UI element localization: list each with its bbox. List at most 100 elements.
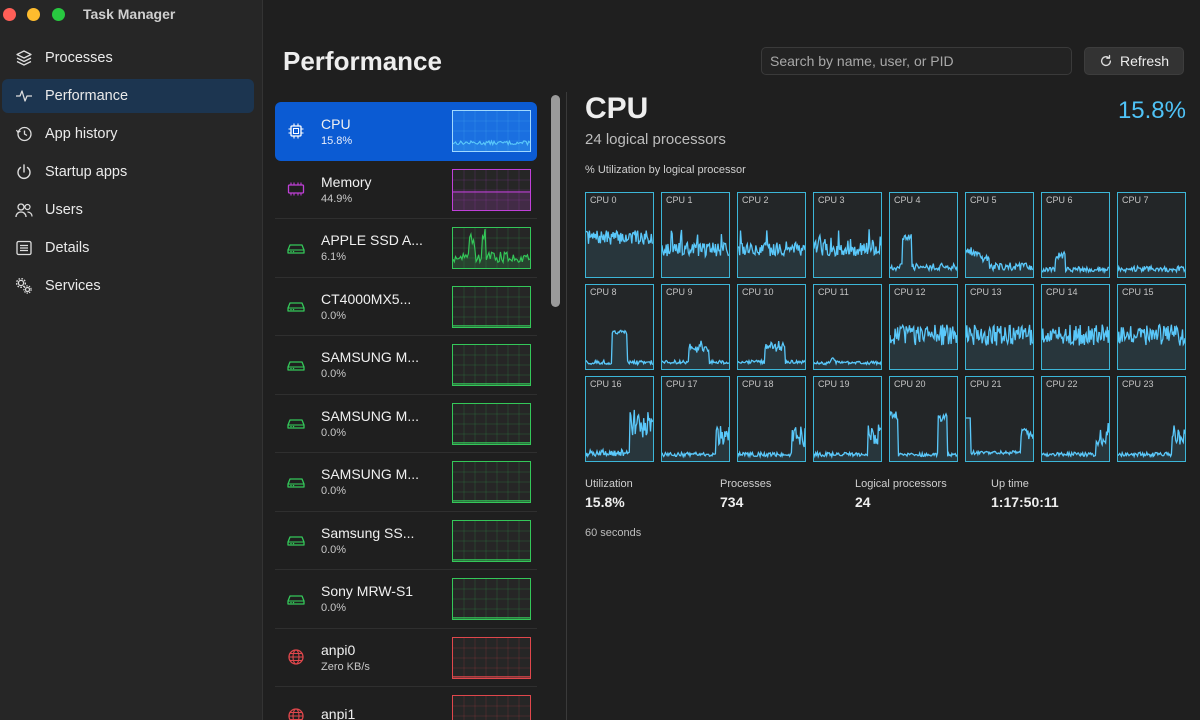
device-item-disk[interactable]: CT4000MX5... 0.0% [275, 278, 537, 336]
stat-label: Processes [720, 478, 772, 490]
stat-utilization: Utilization 15.8% [585, 478, 633, 510]
disk-drive-icon [286, 531, 306, 549]
disk-drive-icon [286, 590, 306, 608]
device-item-disk[interactable]: Sony MRW-S1 0.0% [275, 570, 537, 629]
processor-utilization-line [1042, 250, 1109, 277]
device-name: anpi1 [321, 706, 356, 720]
sparkline [453, 345, 530, 385]
processor-label: CPU 9 [666, 287, 693, 297]
processor-label: CPU 23 [1122, 379, 1154, 389]
device-name: SAMSUNG M... [321, 349, 420, 366]
processor-label: CPU 11 [818, 287, 849, 297]
processor-graph: CPU 1 [661, 192, 730, 278]
device-item-network[interactable]: anpi0 Zero KB/s [275, 629, 537, 687]
gears-icon [14, 276, 34, 296]
search-input[interactable] [761, 47, 1072, 75]
memory-chip-icon [286, 180, 306, 198]
device-thumbnail-graph [452, 461, 531, 503]
sparkline [453, 637, 530, 678]
device-value: 0.0% [321, 368, 347, 381]
sidebar-item-performance[interactable]: Performance [2, 79, 254, 113]
device-item-disk[interactable]: SAMSUNG M... 0.0% [275, 336, 537, 395]
disk-drive-icon [286, 239, 306, 257]
processor-label: CPU 15 [1122, 287, 1154, 297]
sidebar: Task Manager Processes Performance App his… [0, 0, 263, 720]
device-thumbnail-graph [452, 519, 531, 562]
sidebar-item-app-history[interactable]: App history [2, 117, 254, 151]
sidebar-item-details[interactable]: Details [2, 231, 254, 265]
sidebar-item-label: Details [45, 240, 90, 256]
processor-utilization-line [1118, 323, 1185, 369]
device-item-disk[interactable]: SAMSUNG M... 0.0% [275, 453, 537, 512]
device-item-network[interactable]: anpi1 [275, 687, 537, 720]
sidebar-item-startup-apps[interactable]: Startup apps [2, 155, 254, 189]
processor-graph: CPU 22 [1041, 376, 1110, 462]
processor-label: CPU 13 [970, 287, 1002, 297]
processor-utilization-line [662, 340, 729, 369]
device-item-cpu[interactable]: CPU 15.8% [275, 102, 537, 161]
pane-divider[interactable] [566, 92, 567, 720]
sparkline [453, 111, 530, 151]
processor-utilization-line [1042, 422, 1109, 461]
device-text: anpi0 Zero KB/s [321, 642, 537, 673]
processor-label: CPU 12 [894, 287, 926, 297]
device-name: anpi0 [321, 641, 356, 658]
device-text: SAMSUNG M... 0.0% [321, 408, 537, 439]
processor-utilization-line [1042, 324, 1109, 369]
device-item-disk[interactable]: SAMSUNG M... 0.0% [275, 395, 537, 453]
sidebar-item-users[interactable]: Users [2, 193, 254, 227]
device-thumbnail-graph [452, 168, 531, 211]
processor-graph: CPU 15 [1117, 284, 1186, 370]
device-item-memory[interactable]: Memory 44.9% [275, 161, 537, 219]
processor-utilization-line [738, 340, 805, 369]
sidebar-item-processes[interactable]: Processes [2, 41, 254, 75]
disk-drive-icon [286, 297, 306, 315]
processor-graph: CPU 18 [737, 376, 806, 462]
processor-graph: CPU 21 [965, 376, 1034, 462]
sidebar-item-services[interactable]: Services [2, 269, 254, 303]
device-item-disk[interactable]: Samsung SS... 0.0% [275, 512, 537, 570]
stat-label: Up time [991, 478, 1029, 490]
processor-graph: CPU 0 [585, 192, 654, 278]
device-list-scrollbar[interactable] [551, 95, 560, 307]
device-name: APPLE SSD A... [321, 232, 423, 249]
processor-graph: CPU 7 [1117, 192, 1186, 278]
sidebar-item-label: Processes [45, 50, 113, 66]
processor-label: CPU 14 [1046, 287, 1078, 297]
globe-icon [286, 648, 306, 666]
processor-utilization-line [966, 323, 1033, 369]
processor-utilization-line [662, 229, 729, 277]
processor-graph: CPU 3 [813, 192, 882, 278]
processor-graph: CPU 11 [813, 284, 882, 370]
processor-label: CPU 19 [818, 379, 850, 389]
list-icon [14, 238, 34, 258]
processor-label: CPU 8 [590, 287, 617, 297]
disk-drive-icon [286, 414, 306, 432]
processor-utilization-line [966, 417, 1033, 461]
processor-graph: CPU 10 [737, 284, 806, 370]
processor-graph: CPU 19 [813, 376, 882, 462]
processor-utilization-line [890, 234, 957, 277]
detail-subtitle: 24 logical processors [585, 131, 726, 148]
processor-utilization-line [966, 247, 1033, 277]
sparkline [453, 462, 530, 502]
minimize-window-button[interactable] [27, 8, 40, 21]
device-value: 0.0% [321, 602, 347, 615]
device-item-disk[interactable]: APPLE SSD A... 6.1% [275, 219, 537, 278]
device-text: CT4000MX5... 0.0% [321, 291, 537, 322]
sparkline [453, 169, 530, 210]
stat-up-time: Up time 1:17:50:11 [991, 478, 1059, 510]
close-window-button[interactable] [3, 8, 16, 21]
refresh-button[interactable]: Refresh [1084, 47, 1184, 75]
processor-utilization-line [1118, 425, 1185, 461]
device-value: 0.0% [321, 485, 347, 498]
processor-graph: CPU 12 [889, 284, 958, 370]
disk-drive-icon [286, 473, 306, 491]
processor-utilization-line [738, 426, 805, 461]
zoom-window-button[interactable] [52, 8, 65, 21]
processor-graph: CPU 2 [737, 192, 806, 278]
sidebar-nav: Processes Performance App history Startup a… [0, 41, 263, 307]
processor-label: CPU 20 [894, 379, 926, 389]
processor-graph: CPU 20 [889, 376, 958, 462]
processor-label: CPU 17 [666, 379, 698, 389]
